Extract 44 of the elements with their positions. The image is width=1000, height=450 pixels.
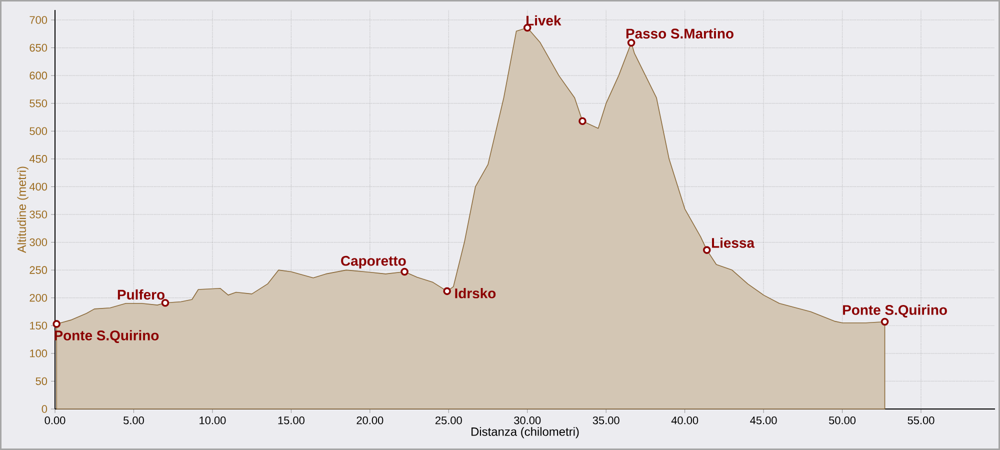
point [880, 318, 889, 326]
y-tick-label: 500 [30, 127, 48, 136]
x-tick-label: 15.00 [278, 416, 304, 424]
y-tick-label: 400 [29, 182, 48, 191]
point [578, 117, 586, 126]
annotation: Liessa [712, 238, 755, 248]
x-tick-label: 35.00 [592, 416, 620, 424]
y-tick-label: 0 [42, 405, 48, 413]
x-tick-label: 45.00 [750, 416, 777, 424]
y-tick-label: 50 [36, 377, 48, 386]
x-axis-title: Distanza (chilometri) [472, 427, 579, 438]
y-tick-label: 150 [30, 322, 48, 330]
y-tick-label: 600 [30, 72, 48, 80]
annotation: Idrsko [455, 288, 496, 298]
y-tick-label: 650 [30, 44, 48, 52]
y-tick-label: 250 [30, 266, 48, 274]
y-tick-label: 300 [30, 238, 48, 246]
y-tick-label: 200 [30, 294, 48, 302]
x-tick-label: 40.00 [671, 416, 698, 424]
x-tick-label: 25.00 [435, 416, 462, 424]
point [161, 298, 170, 307]
y-tick-label: 450 [29, 155, 48, 163]
x-tick-label: 10.00 [200, 416, 226, 424]
annotation: Caporetto [341, 256, 406, 269]
y-tick-label: 100 [30, 350, 48, 358]
annotation: Pulfero [118, 289, 164, 300]
y-tick-label: 700 [30, 16, 48, 24]
annotation: Ponte S.Quirino [843, 304, 947, 318]
point [400, 268, 408, 276]
x-tick-label: 30.00 [514, 416, 541, 424]
point [443, 287, 451, 296]
y-tick-label: 350 [30, 210, 48, 218]
x-tick-label: 50.00 [829, 416, 856, 424]
annotation: Livek [526, 15, 562, 26]
point [627, 38, 636, 47]
x-tick-label: 5.00 [124, 416, 144, 424]
x-tick-label: 20.00 [356, 416, 384, 424]
x-tick-label: 55.00 [908, 416, 934, 424]
annotation: Passo S.Martino [626, 28, 734, 39]
y-axis-title: Altitudine (metri) [17, 166, 28, 253]
x-tick-label: 0.00 [44, 416, 66, 424]
point [702, 246, 711, 254]
y-tick-label: 550 [30, 99, 48, 108]
point [52, 320, 60, 328]
